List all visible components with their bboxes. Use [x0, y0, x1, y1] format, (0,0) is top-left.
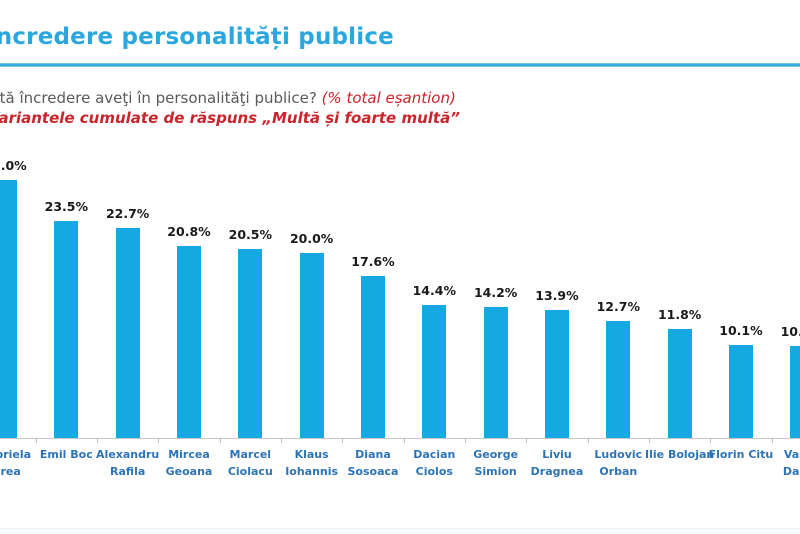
bar-category-label: Liviu Dragnea — [530, 448, 584, 478]
bar — [360, 275, 385, 438]
x-axis-tick — [526, 438, 528, 443]
bar-category-label: George Simion — [473, 448, 519, 478]
bar-value-label: 13.9% — [535, 287, 579, 303]
bar-value-label: 14.2% — [473, 284, 518, 300]
footer-strip — [0, 528, 800, 534]
bar-value-label: 10.0% — [780, 323, 800, 339]
bar — [790, 345, 800, 438]
bar — [299, 253, 324, 438]
bar — [728, 344, 753, 438]
bar-category-label: Mircea Geoana — [165, 448, 213, 478]
bar-value-label: 11.8% — [657, 307, 702, 323]
bar-value-label: 12.7% — [596, 298, 640, 314]
bar — [606, 320, 631, 438]
x-axis-tick — [648, 438, 650, 443]
bar-value-label: 22.7% — [105, 206, 150, 222]
bar — [238, 248, 263, 438]
survey-question-text: Câtă încredere aveţi în personalităţi pu… — [0, 89, 317, 107]
bar-value-label: 17.6% — [351, 253, 395, 269]
bar-category-label: Ilie Bolojan — [645, 448, 715, 461]
bar — [176, 246, 201, 438]
title-underline-rule — [0, 63, 800, 67]
x-axis-tick — [35, 438, 37, 443]
bar — [667, 329, 692, 438]
bar-category-label: Klaus Iohannis — [285, 448, 339, 478]
bar-value-label: 14.4% — [412, 283, 456, 299]
x-axis-tick — [464, 438, 466, 443]
bar-category-label: GabrielaFirea — [0, 448, 32, 478]
bar-value-label: 20.0% — [289, 231, 334, 247]
x-axis-tick — [219, 438, 221, 443]
bar-value-label: 20.8% — [167, 224, 211, 240]
bar-category-label: Dacian Ciolos — [413, 448, 456, 478]
bar-value-label: 20.5% — [228, 226, 272, 242]
bar-category-label: Florin Citu — [708, 448, 774, 461]
response-note: Variantele cumulate de răspuns „Multă și… — [0, 109, 460, 127]
x-axis-tick — [158, 438, 160, 443]
x-axis-tick — [280, 438, 282, 443]
bar — [0, 179, 17, 438]
bar-value-label: 28.0% — [0, 157, 27, 173]
bar-value-label: 23.5% — [44, 199, 89, 215]
x-axis-tick — [403, 438, 405, 443]
page-title: Încredere personalități publice — [0, 24, 394, 50]
survey-question: Câtă încredere aveţi în personalităţi pu… — [0, 89, 456, 107]
bar-category-label: VasileDancu — [782, 448, 800, 478]
x-axis-tick — [771, 438, 773, 443]
bar-category-label: Alexandru Rafila — [96, 448, 160, 478]
bar — [115, 228, 140, 438]
bar-value-label: 10.1% — [719, 322, 763, 338]
x-axis-tick — [710, 438, 712, 443]
bar — [483, 306, 508, 438]
x-axis-tick — [342, 438, 344, 443]
bar — [544, 309, 569, 438]
bar — [422, 305, 447, 438]
x-axis-tick — [587, 438, 589, 443]
bar — [54, 221, 79, 438]
bar-category-label: Marcel Ciolacu — [227, 448, 273, 478]
bar-category-label: Ludovic Orban — [594, 448, 643, 478]
bar-category-label: Emil Boc — [39, 448, 93, 461]
x-axis-tick — [96, 438, 98, 443]
x-axis-line — [0, 438, 800, 439]
bar-category-label: Diana Sosoaca — [347, 448, 399, 478]
sample-note: (% total eșantion) — [321, 89, 456, 107]
